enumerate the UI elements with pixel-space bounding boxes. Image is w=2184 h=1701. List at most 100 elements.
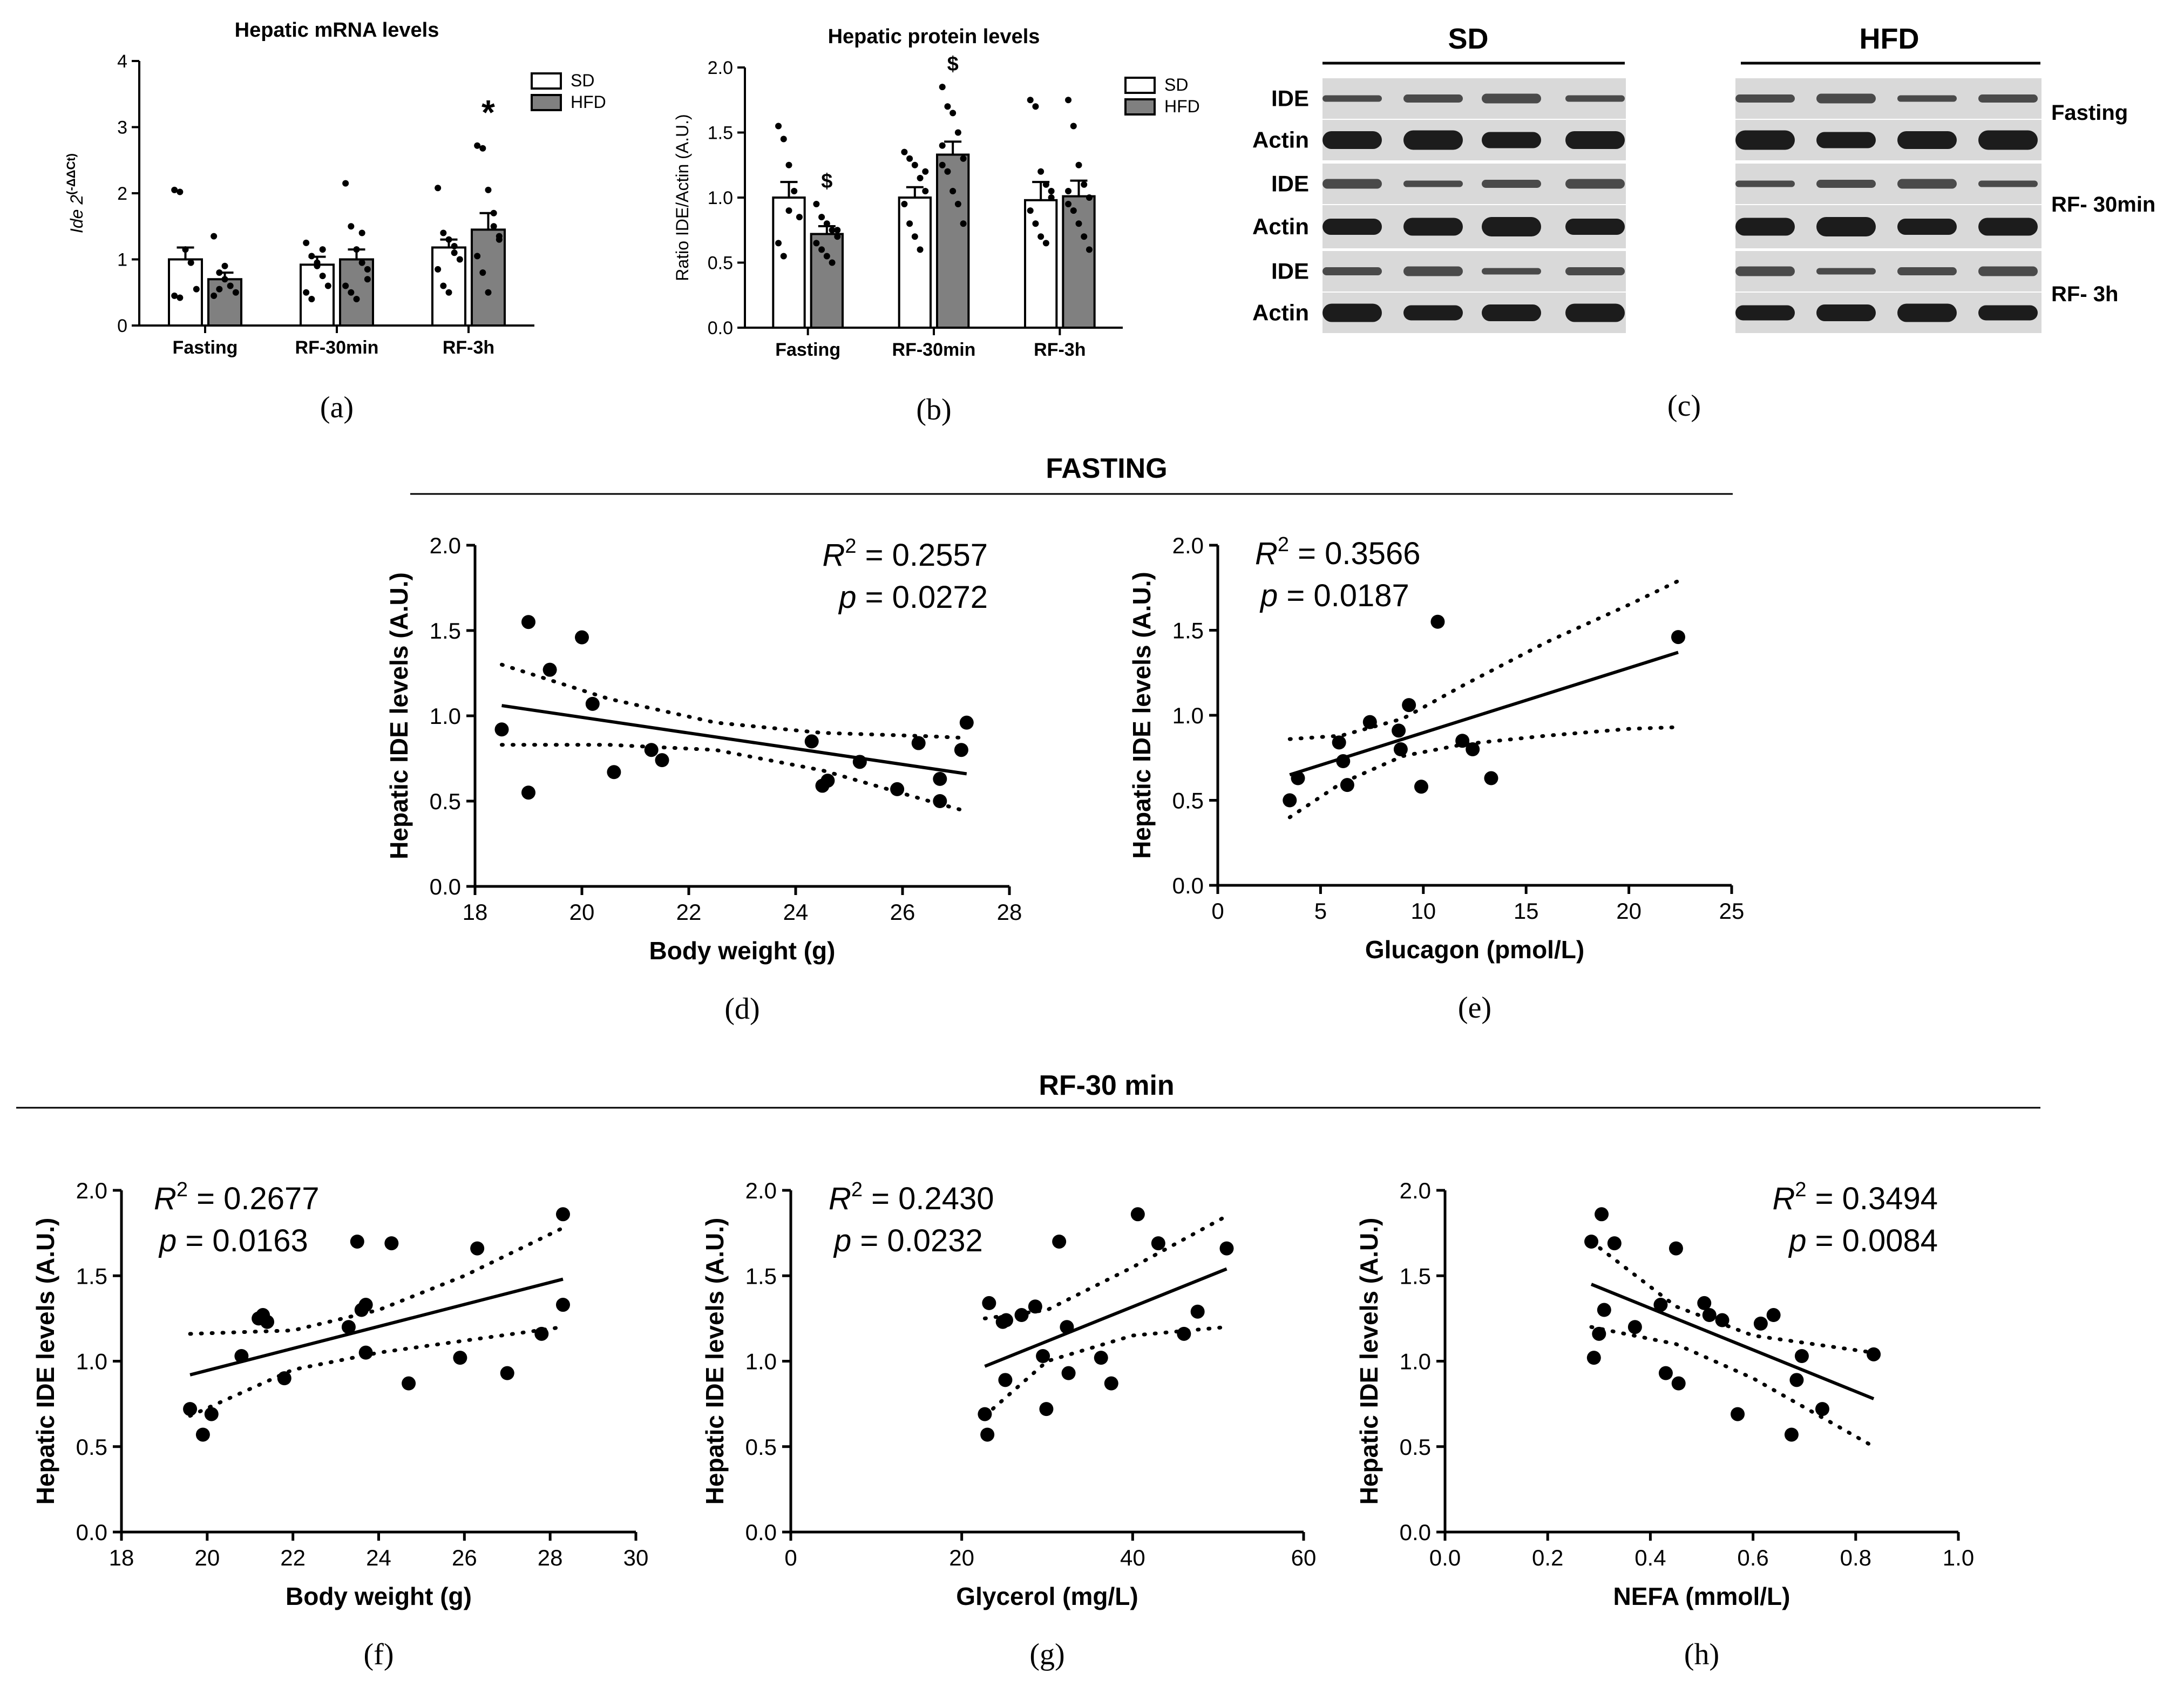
data-point: [1784, 1427, 1799, 1442]
x-tick-label: 0.4: [1634, 1545, 1666, 1570]
y-tick-label: 1.0: [745, 1349, 777, 1374]
ci-upper-line: [1287, 579, 1680, 741]
data-point: [911, 233, 918, 240]
data-point: [348, 289, 355, 296]
bar-hfd: [810, 233, 844, 329]
x-tick-label: 60: [1291, 1545, 1317, 1570]
data-point: [1190, 1304, 1205, 1319]
x-tick-label: 18: [109, 1545, 134, 1570]
x-axis-label: Glucagon (pmol/L): [1365, 936, 1584, 964]
significance-marker: *: [481, 93, 495, 132]
data-point: [1081, 233, 1088, 240]
data-point: [949, 110, 957, 117]
x-tick-label: 30: [623, 1545, 649, 1570]
r-superscript: 2: [1278, 533, 1289, 556]
r-superscript: 2: [177, 1178, 188, 1201]
data-point: [820, 774, 835, 788]
r-squared-text: R2 = 0.2557: [822, 535, 988, 573]
x-tick-label: 1.0: [1943, 1545, 1974, 1570]
r-value: = 0.2430: [863, 1181, 994, 1216]
y-tick-label: 2.0: [1400, 1178, 1431, 1203]
ci-lower-line: [1589, 1325, 1876, 1449]
regression-line: [984, 1267, 1227, 1368]
data-point: [804, 734, 819, 749]
data-point: [470, 1241, 485, 1256]
data-point: [440, 282, 447, 289]
data-point: [1592, 1326, 1606, 1341]
data-point: [1753, 1316, 1768, 1331]
ci-upper-line: [1589, 1239, 1876, 1355]
data-point: [1075, 220, 1082, 227]
data-point: [906, 220, 913, 227]
p-symbol: p: [158, 1223, 177, 1258]
data-point: [1671, 1376, 1686, 1391]
data-point: [834, 227, 841, 234]
y-tick-label: 0.5: [745, 1434, 777, 1460]
section-title-fasting: FASTING: [1046, 453, 1167, 484]
data-point: [358, 229, 365, 236]
x-axis-label: Body weight (g): [649, 937, 836, 965]
data-point: [353, 296, 360, 302]
blot-band: [1816, 268, 1876, 275]
data-point: [445, 289, 452, 296]
data-point: [954, 743, 968, 757]
blot-band: [1897, 267, 1957, 275]
data-point: [1052, 1234, 1067, 1249]
r-value: = 0.2557: [857, 538, 988, 573]
r-value: = 0.2677: [188, 1181, 320, 1216]
x-tick-label: 25: [1719, 898, 1745, 924]
blot-band: [1897, 131, 1957, 149]
data-point: [813, 240, 820, 247]
data-point: [954, 129, 961, 136]
data-point: [342, 282, 349, 289]
y-tick-label: 2.0: [745, 1178, 777, 1203]
data-point: [211, 233, 218, 240]
data-point: [456, 256, 463, 263]
blot-band: [1322, 219, 1382, 235]
regression-line: [1590, 1283, 1875, 1400]
data-point: [911, 161, 918, 168]
data-point: [922, 187, 929, 194]
data-point: [1039, 1402, 1054, 1417]
blot-band: [1403, 94, 1463, 103]
data-point: [1075, 161, 1082, 168]
data-point: [960, 155, 967, 162]
data-point: [780, 135, 787, 143]
data-point: [939, 161, 946, 168]
scatter-glycerol-rf30: 0.0 0.5 1.0 1.5 2.0 0 20 40 60 R2 = 0.2430 p = 0.0…: [701, 1178, 1316, 1671]
data-point: [1815, 1402, 1829, 1417]
blot-band: [1565, 219, 1625, 235]
y-tick-label: 0.0: [745, 1520, 777, 1545]
data-point: [785, 161, 792, 168]
blot-band: [1816, 180, 1876, 188]
data-point: [1065, 201, 1072, 208]
blot-band: [1735, 94, 1795, 103]
data-point: [823, 220, 830, 227]
blot-band: [1482, 268, 1541, 275]
x-tick-label: 40: [1120, 1545, 1145, 1570]
data-point: [1697, 1296, 1712, 1310]
blot-band: [1322, 95, 1382, 102]
data-point: [944, 168, 951, 175]
panel-label: (c): [1667, 389, 1701, 423]
legend-swatch-sd: [1124, 77, 1156, 94]
legend-label: SD: [1164, 75, 1188, 94]
r-squared-text: R2 = 0.2430: [829, 1178, 994, 1216]
data-point: [324, 282, 331, 289]
blot-row-label: IDE: [1271, 86, 1309, 111]
r-superscript: 2: [1795, 1178, 1806, 1201]
y-axis-label: Ide 2(-ΔΔCt): [64, 153, 86, 233]
data-point: [1392, 723, 1406, 738]
x-tick-label: 28: [997, 899, 1022, 925]
y-tick-label: 0.5: [430, 789, 461, 814]
significance-marker: $: [947, 53, 959, 76]
x-tick-label: RF-30min: [295, 337, 379, 358]
blot-band: [1565, 131, 1625, 149]
blot-band: [1565, 95, 1625, 102]
scatter-glucagon-fasting: 0.0 0.5 1.0 1.5 2.0 0 5 10 15 20 25 R2 = 0.3566 p = …: [1128, 533, 1744, 1025]
blot-band: [1735, 218, 1795, 236]
data-point: [922, 168, 929, 175]
x-tick-label: 28: [538, 1545, 563, 1570]
bar-sd: [898, 196, 932, 329]
